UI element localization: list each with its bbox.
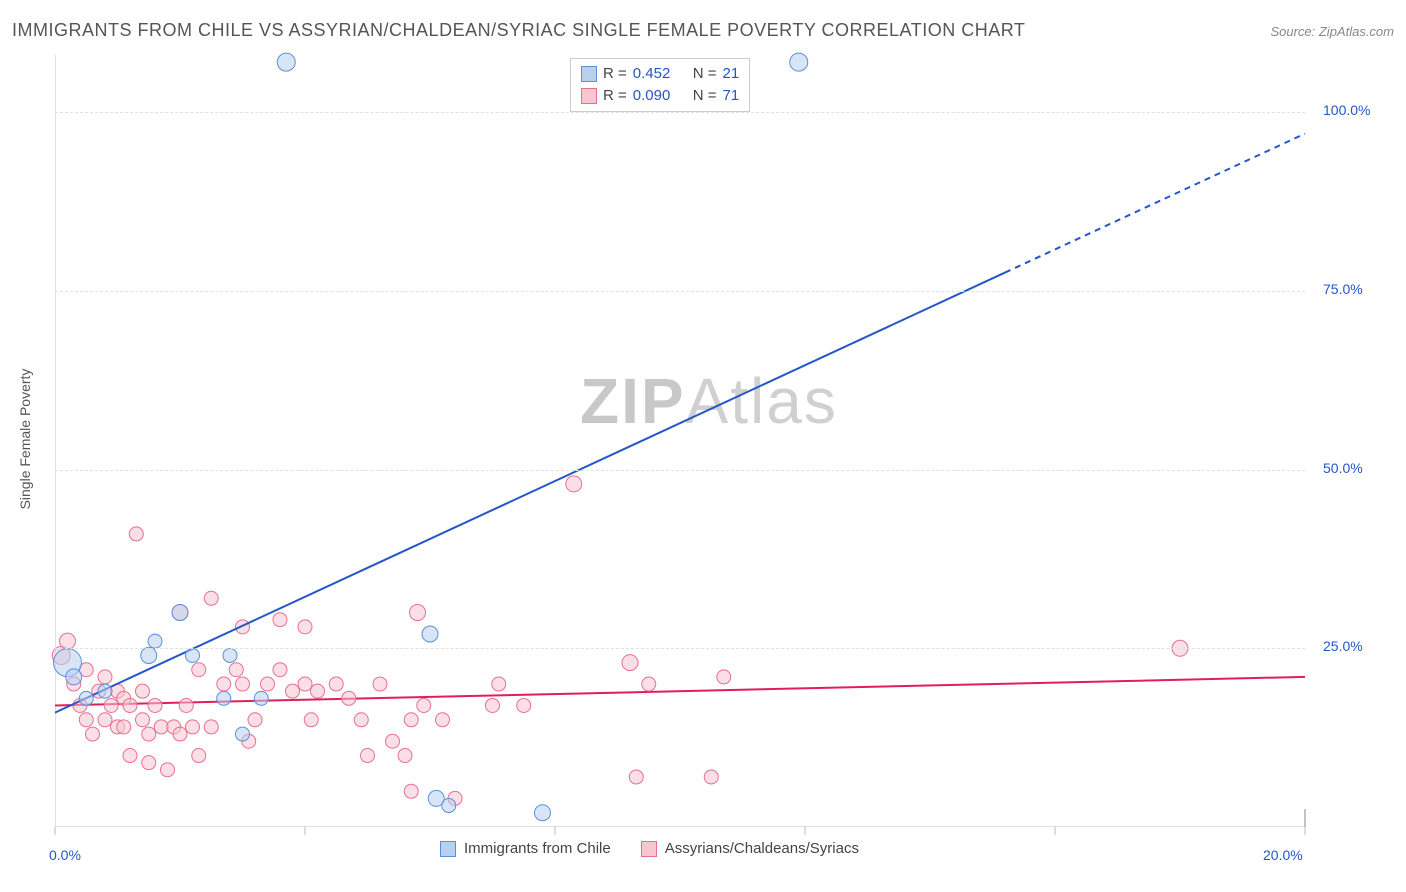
data-point xyxy=(236,727,250,741)
data-point xyxy=(148,634,162,648)
data-point xyxy=(329,677,343,691)
data-point xyxy=(417,698,431,712)
data-point xyxy=(298,677,312,691)
data-point xyxy=(248,713,262,727)
x-tick-label: 0.0% xyxy=(49,847,81,863)
grid-line xyxy=(55,648,1305,649)
data-point xyxy=(172,605,188,621)
data-point xyxy=(486,698,500,712)
data-point xyxy=(204,720,218,734)
data-point xyxy=(217,677,231,691)
data-point xyxy=(98,713,112,727)
x-tick-label: 20.0% xyxy=(1263,847,1303,863)
data-point xyxy=(629,770,643,784)
data-point xyxy=(60,633,76,649)
data-point xyxy=(104,698,118,712)
chart-svg-layer xyxy=(0,0,1406,892)
data-point xyxy=(236,677,250,691)
y-tick-label: 100.0% xyxy=(1323,102,1370,118)
data-point xyxy=(404,784,418,798)
data-point xyxy=(192,663,206,677)
trend-line-extrapolated xyxy=(1005,134,1305,273)
data-point xyxy=(192,749,206,763)
data-point xyxy=(223,648,237,662)
data-point xyxy=(142,727,156,741)
data-point xyxy=(273,613,287,627)
data-point xyxy=(286,684,300,698)
data-point xyxy=(254,691,268,705)
data-point xyxy=(141,647,157,663)
y-tick-label: 25.0% xyxy=(1323,638,1363,654)
data-point xyxy=(642,677,656,691)
data-point xyxy=(217,691,231,705)
data-point xyxy=(173,727,187,741)
data-point xyxy=(79,713,93,727)
data-point xyxy=(277,53,295,71)
data-point xyxy=(386,734,400,748)
data-point xyxy=(123,698,137,712)
data-point xyxy=(404,713,418,727)
data-point xyxy=(566,476,582,492)
data-point xyxy=(261,677,275,691)
data-point xyxy=(186,648,200,662)
y-tick-label: 75.0% xyxy=(1323,281,1363,297)
data-point xyxy=(517,698,531,712)
data-point xyxy=(123,749,137,763)
data-point xyxy=(436,713,450,727)
grid-line xyxy=(55,470,1305,471)
data-point xyxy=(66,669,82,685)
data-point xyxy=(298,620,312,634)
data-point xyxy=(142,756,156,770)
data-point xyxy=(273,663,287,677)
data-point xyxy=(422,626,438,642)
data-point xyxy=(622,655,638,671)
data-point xyxy=(79,691,93,705)
data-point xyxy=(342,691,356,705)
data-point xyxy=(373,677,387,691)
trend-line xyxy=(55,273,1005,713)
data-point xyxy=(229,663,243,677)
grid-line xyxy=(55,112,1305,113)
data-point xyxy=(117,720,131,734)
data-point xyxy=(154,720,168,734)
data-point xyxy=(704,770,718,784)
data-point xyxy=(410,605,426,621)
data-point xyxy=(129,527,143,541)
data-point xyxy=(98,684,112,698)
data-point xyxy=(311,684,325,698)
data-point xyxy=(98,670,112,684)
data-point xyxy=(398,749,412,763)
data-point xyxy=(790,53,808,71)
data-point xyxy=(361,749,375,763)
y-tick-label: 50.0% xyxy=(1323,460,1363,476)
data-point xyxy=(442,799,456,813)
data-point xyxy=(136,684,150,698)
data-point xyxy=(86,727,100,741)
data-point xyxy=(186,720,200,734)
grid-line xyxy=(55,291,1305,292)
data-point xyxy=(535,805,551,821)
data-point xyxy=(136,713,150,727)
data-point xyxy=(204,591,218,605)
data-point xyxy=(161,763,175,777)
data-point xyxy=(304,713,318,727)
data-point xyxy=(148,698,162,712)
data-point xyxy=(492,677,506,691)
data-point xyxy=(717,670,731,684)
data-point xyxy=(354,713,368,727)
data-point xyxy=(179,698,193,712)
